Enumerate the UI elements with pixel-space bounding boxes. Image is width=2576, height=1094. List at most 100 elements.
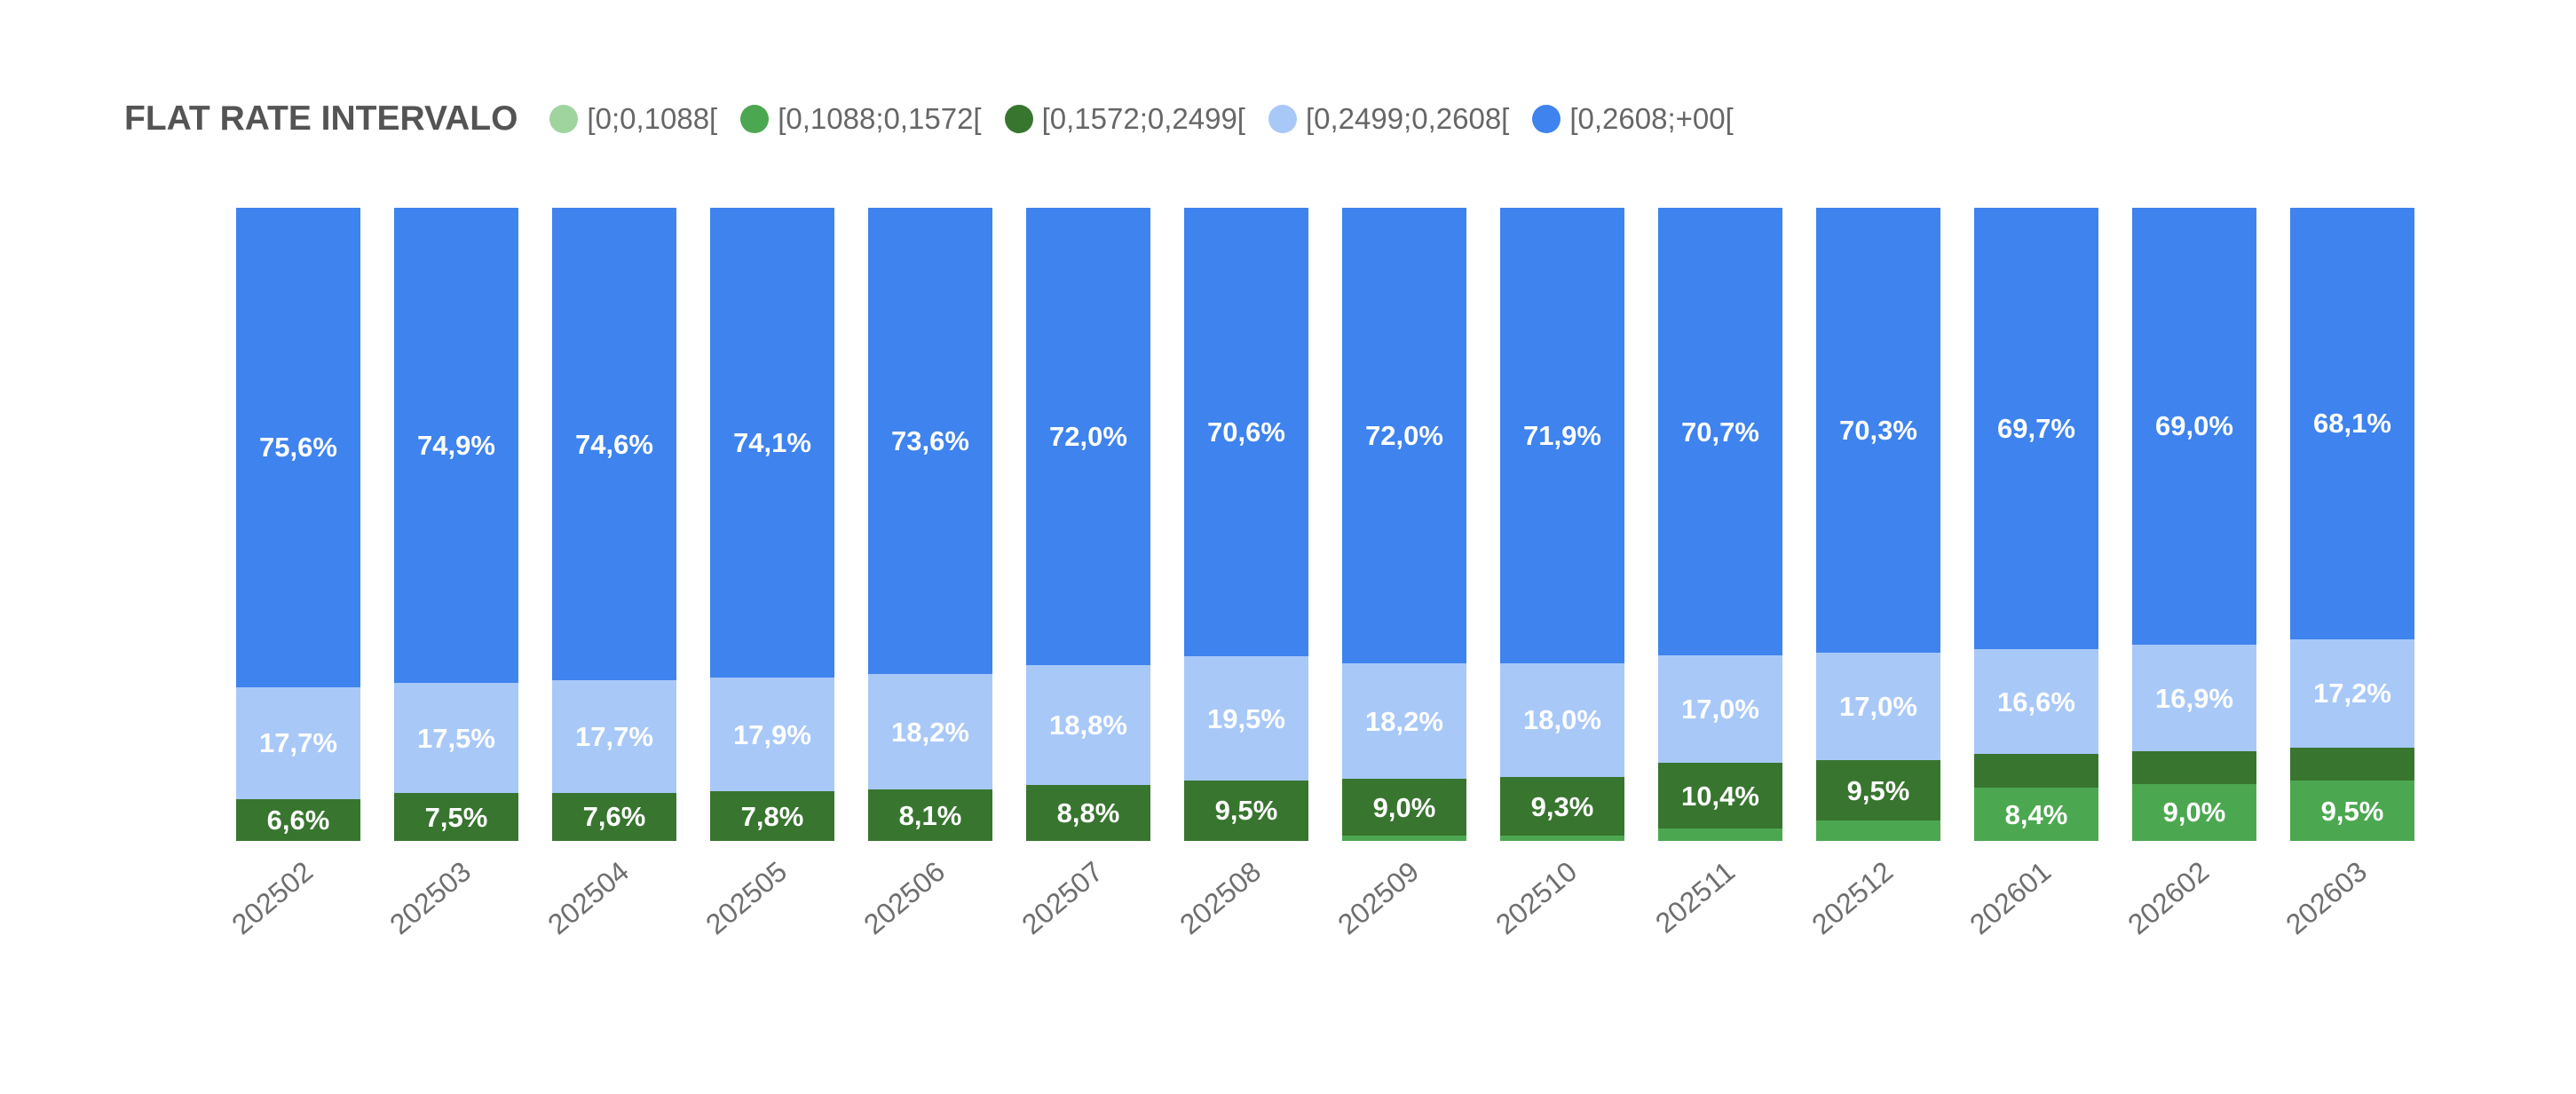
data-label: 74,9% [417,429,495,461]
legend-dot-icon [1268,105,1297,133]
x-axis-label: 202506 [857,855,952,941]
bar-segment[interactable]: 74,1% [710,208,834,678]
bar-column: 74,6% 17,7% 7,6% [552,208,676,841]
bar-segment[interactable]: 9,5% [2290,781,2414,841]
bar-segment[interactable]: 74,9% [394,208,518,683]
x-axis-label: 202503 [383,855,478,941]
legend-item-label: [0;0,1088[ [587,102,718,135]
legend-item[interactable]: [0,2608;+00[ [1532,102,1734,136]
bar-segment[interactable]: 73,6% [868,208,992,675]
bar-segment[interactable]: 17,7% [552,680,676,793]
x-axis-label: 202512 [1806,855,1900,941]
data-label: 73,6% [891,425,969,457]
bar-column: 70,7% 17,0% 10,4% [1658,208,1782,841]
bar-column: 74,1% 17,9% 7,8% [710,208,834,841]
data-label: 75,6% [259,432,337,464]
bar-segment[interactable] [1658,828,1782,841]
legend-item[interactable]: [0,2499;0,2608[ [1268,102,1509,136]
bar-segment[interactable]: 71,9% [1500,208,1624,663]
bar-segment[interactable]: 7,8% [710,791,834,841]
bar-segment[interactable]: 70,7% [1658,208,1782,656]
data-label: 72,0% [1049,421,1127,453]
bar-column: 70,6% 19,5% 9,5% [1184,208,1308,841]
bar-segment[interactable]: 17,0% [1658,655,1782,764]
data-label: 69,7% [1997,412,2075,444]
bar-segment[interactable]: 18,2% [1342,663,1466,780]
bar-segment[interactable]: 17,9% [710,678,834,792]
data-label: 8,4% [2004,798,2068,830]
bar-segment[interactable]: 69,0% [2132,208,2256,645]
bar-segment[interactable]: 18,0% [1500,662,1624,777]
bar-segment[interactable]: 9,0% [2132,783,2256,841]
bar-segment[interactable]: 69,7% [1974,208,2098,649]
bar-segment[interactable]: 17,0% [1816,653,1940,761]
bar-segment[interactable]: 7,6% [552,792,676,841]
legend-item-label: [0,2608;+00[ [1569,102,1734,135]
bar-segment[interactable]: 74,6% [552,208,676,681]
bar-column: 70,3% 17,0% 9,5% [1816,208,1940,841]
legend-item-label: [0,1572;0,2499[ [1041,102,1245,135]
bar-segment[interactable]: 72,0% [1342,208,1466,664]
x-axis-label: 202505 [699,855,794,941]
data-label: 19,5% [1207,702,1285,734]
data-label: 16,6% [1997,686,2075,717]
data-label: 68,1% [2313,408,2391,440]
chart-header: FLAT RATE INTERVALO [0;0,1088[[0,1088;0,… [124,99,1757,139]
bar-segment[interactable]: 6,6% [236,798,360,841]
data-label: 74,6% [575,428,653,460]
bar-segment[interactable]: 68,1% [2290,208,2414,639]
bar-column: 69,0% 16,9% 9,0% [2132,208,2256,841]
bar-segment[interactable]: 75,6% [236,208,360,687]
bar-segment[interactable] [1816,820,1940,841]
bar-segment[interactable]: 19,5% [1184,656,1308,781]
x-axis-label: 202509 [1331,855,1426,941]
bar-segment[interactable]: 18,2% [868,674,992,790]
bar-segment[interactable]: 72,0% [1026,208,1150,666]
bar-segment[interactable]: 17,2% [2290,638,2414,749]
data-label: 16,9% [2155,682,2233,714]
bar-segment[interactable]: 10,4% [1658,763,1782,829]
bar-segment[interactable]: 70,3% [1816,208,1940,654]
bar-segment[interactable]: 18,8% [1026,665,1150,785]
x-axis-label: 202508 [1173,855,1268,941]
bar-segment[interactable]: 9,5% [1184,780,1308,841]
bar-segment[interactable] [2132,751,2256,784]
data-label: 17,0% [1681,694,1759,725]
bar-segment[interactable]: 8,4% [1974,788,2098,841]
data-label: 70,6% [1207,416,1285,448]
bar-segment[interactable]: 16,6% [1974,648,2098,755]
bar-segment[interactable]: 17,5% [394,682,518,794]
data-label: 72,0% [1365,420,1443,452]
bar-segment[interactable]: 16,9% [2132,644,2256,752]
bar-segment[interactable]: 9,5% [1816,760,1940,821]
legend-dot-icon [549,105,579,133]
data-label: 7,6% [582,801,646,833]
data-label: 17,7% [575,721,653,753]
bar-segment[interactable] [1342,836,1466,841]
bar-segment[interactable]: 9,3% [1500,776,1624,836]
bar-segment[interactable]: 70,6% [1184,208,1308,657]
bar-segment[interactable]: 7,5% [394,793,518,841]
legend-item[interactable]: [0,1088;0,1572[ [740,102,982,136]
data-label: 71,9% [1523,419,1601,451]
bar-segment[interactable] [2290,748,2414,781]
x-axis-label: 202511 [1649,855,1742,939]
bar-column: 71,9% 18,0% 9,3% [1500,208,1624,841]
legend-item[interactable]: [0;0,1088[ [549,102,717,136]
data-label: 17,9% [733,718,811,750]
bar-column: 73,6% 18,2% 8,1% [868,208,992,841]
x-axis-label: 202602 [2122,855,2216,941]
legend-item[interactable]: [0,1572;0,2499[ [1004,102,1245,136]
bar-segment[interactable]: 8,1% [868,789,992,841]
data-label: 74,1% [733,427,811,459]
bar-column: 69,7% 16,6% 8,4% [1974,208,2098,841]
plot-area: 75,6% 17,7% 6,6% 202502 74,9% 17,5% 7,5% 202503… [225,208,2414,1094]
bar-segment[interactable]: 9,0% [1342,779,1466,836]
bar-segment[interactable]: 8,8% [1026,784,1150,841]
bar-segment[interactable] [1974,754,2098,789]
data-label: 9,5% [2320,795,2384,827]
bar-segment[interactable] [1500,836,1624,841]
legend: [0;0,1088[ [0,1088;0,1572[ [0,1572;0,2499[… [549,102,1756,136]
bar-segment[interactable]: 17,7% [236,686,360,799]
